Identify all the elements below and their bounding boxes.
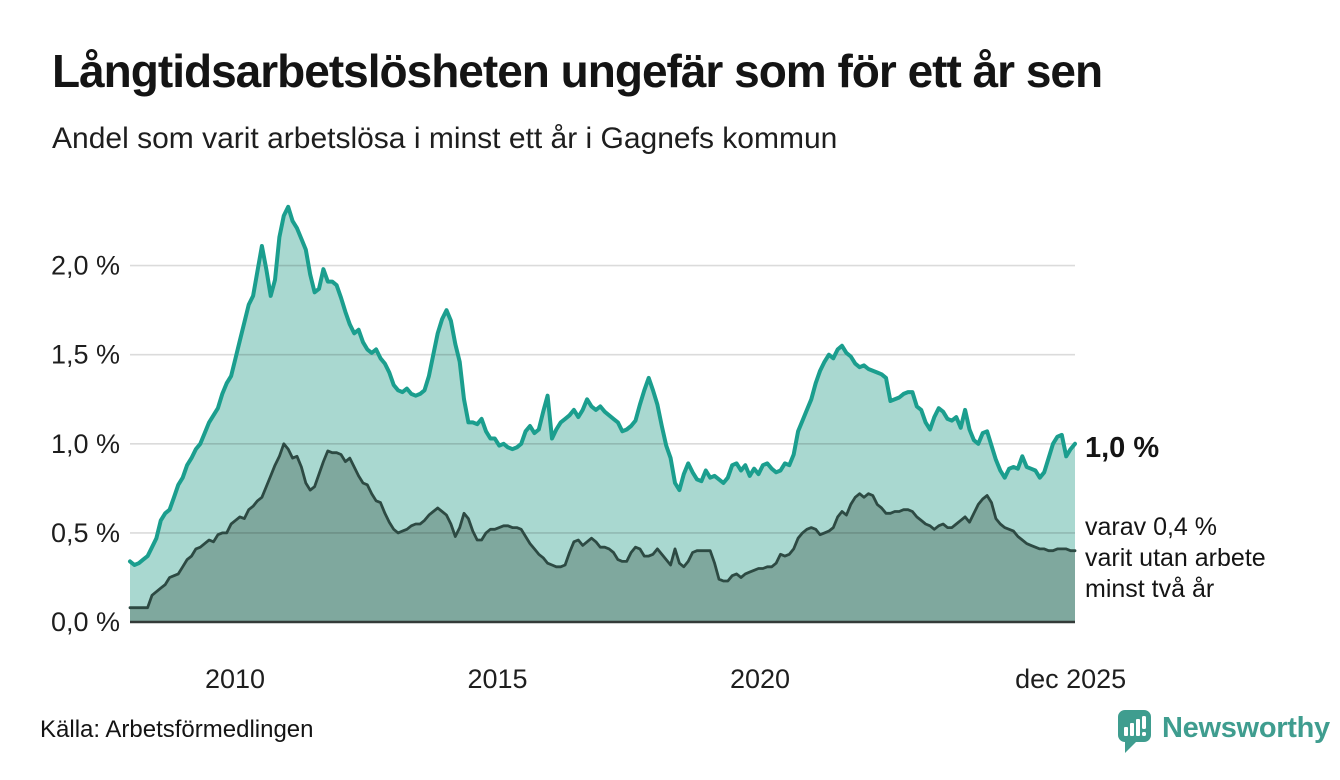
- y-tick-label: 0,5 %: [51, 518, 120, 548]
- brand-name: Newsworthy: [1162, 712, 1330, 744]
- annotation-line: varit utan arbete: [1085, 544, 1266, 572]
- page-title: Långtidsarbetslösheten ungefär som för e…: [52, 45, 1103, 97]
- series1-line: [128, 204, 1077, 567]
- y-tick-label: 1,5 %: [51, 340, 120, 370]
- series2-end-annotation: varav 0,4 % varit utan arbete minst två …: [1085, 512, 1266, 605]
- series2-line: [128, 442, 1077, 610]
- y-tick-label: 0,0 %: [51, 607, 120, 637]
- x-tick-label: dec 2025: [1015, 664, 1126, 694]
- page-subtitle: Andel som varit arbetslösa i minst ett å…: [52, 122, 838, 155]
- series1-end-value-label: 1,0 %: [1085, 432, 1160, 464]
- x-tick-label: 2015: [467, 664, 527, 694]
- brand-logo: Newsworthy: [1116, 708, 1330, 761]
- bar-chart-speech-bubble-icon: [1116, 708, 1152, 761]
- x-tick-label: 2010: [205, 664, 265, 694]
- annotation-line: varav 0,4 %: [1085, 513, 1218, 541]
- series2-area: [130, 443, 1075, 622]
- y-tick-label: 2,0 %: [51, 251, 120, 281]
- x-tick-label: 2020: [730, 664, 790, 694]
- y-tick-label: 1,0 %: [51, 429, 120, 459]
- source-credit: Källa: Arbetsförmedlingen: [40, 716, 314, 743]
- annotation-line: minst två år: [1085, 575, 1215, 603]
